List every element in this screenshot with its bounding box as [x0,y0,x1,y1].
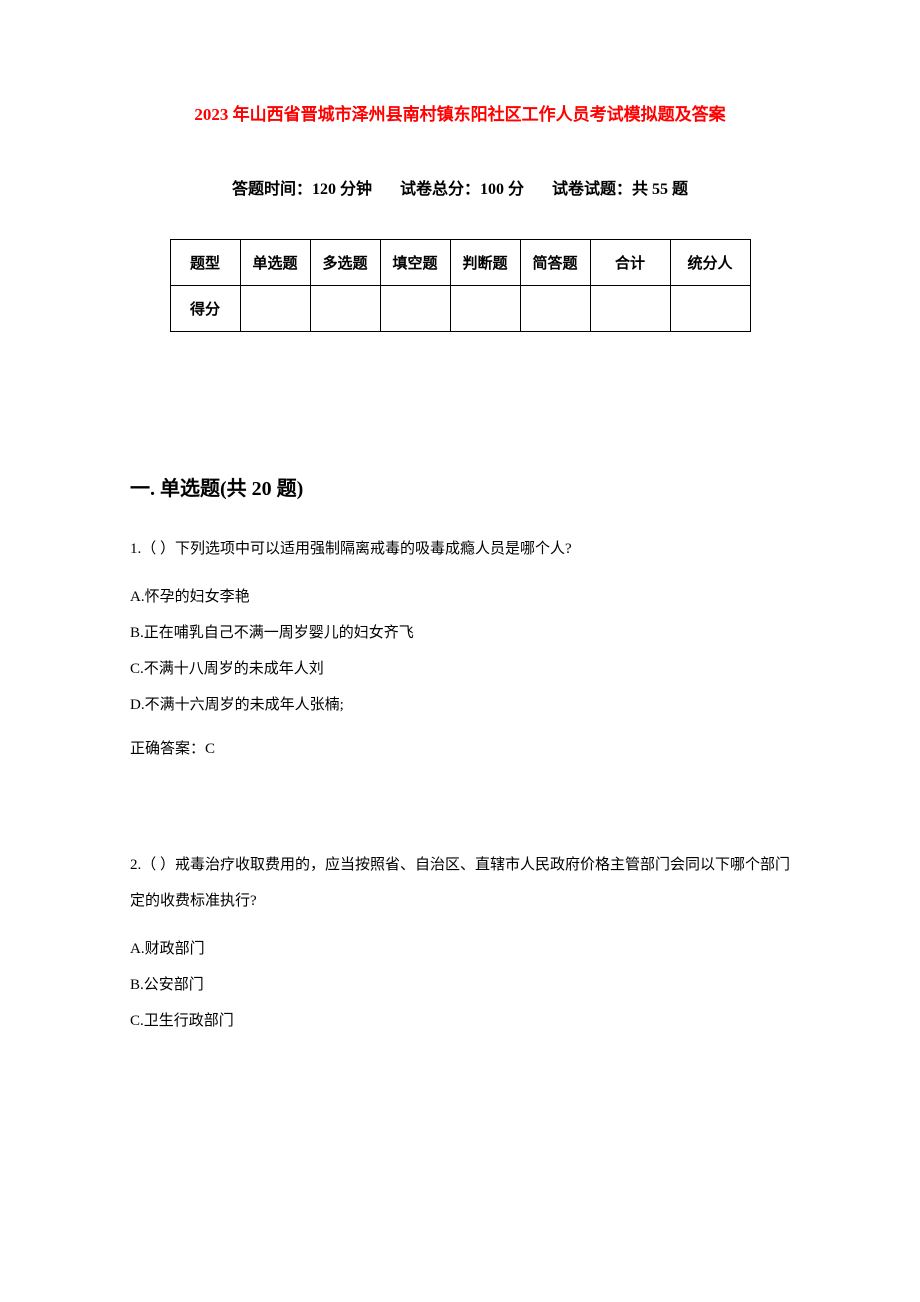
table-header-row: 题型 单选题 多选题 填空题 判断题 简答题 合计 统分人 [170,240,750,286]
exam-total-score: 试卷总分：100 分 [400,181,524,198]
exam-title: 2023 年山西省晋城市泽州县南村镇东阳社区工作人员考试模拟题及答案 [130,100,790,125]
table-header-cell: 合计 [590,240,670,286]
question-2: 2.（ ）戒毒治疗收取费用的，应当按照省、自治区、直辖市人民政府价格主管部门会同… [130,847,790,1039]
option-a: A.财政部门 [130,931,790,967]
question-1: 1.（ ）下列选项中可以适用强制隔离戒毒的吸毒成瘾人员是哪个人? A.怀孕的妇女… [130,531,790,767]
table-empty-cell [520,286,590,332]
table-header-cell: 题型 [170,240,240,286]
exam-info: 答题时间：120 分钟 试卷总分：100 分 试卷试题：共 55 题 [130,175,790,199]
options-list: A.怀孕的妇女李艳 B.正在哺乳自己不满一周岁婴儿的妇女齐飞 C.不满十八周岁的… [130,579,790,723]
table-empty-cell [240,286,310,332]
table-score-row: 得分 [170,286,750,332]
table-empty-cell [670,286,750,332]
score-table: 题型 单选题 多选题 填空题 判断题 简答题 合计 统分人 得分 [170,239,751,332]
table-header-cell: 单选题 [240,240,310,286]
section-title: 一. 单选题(共 20 题) [130,472,790,501]
table-header-cell: 多选题 [310,240,380,286]
option-a: A.怀孕的妇女李艳 [130,579,790,615]
table-empty-cell [590,286,670,332]
correct-answer: 正确答案：C [130,731,790,767]
exam-time: 答题时间：120 分钟 [232,181,372,198]
table-header-cell: 统分人 [670,240,750,286]
exam-question-count: 试卷试题：共 55 题 [552,181,688,198]
question-text: 1.（ ）下列选项中可以适用强制隔离戒毒的吸毒成瘾人员是哪个人? [130,531,790,567]
table-empty-cell [380,286,450,332]
option-d: D.不满十六周岁的未成年人张楠; [130,687,790,723]
table-empty-cell [450,286,520,332]
option-c: C.不满十八周岁的未成年人刘 [130,651,790,687]
table-header-cell: 判断题 [450,240,520,286]
question-text: 2.（ ）戒毒治疗收取费用的，应当按照省、自治区、直辖市人民政府价格主管部门会同… [130,847,790,919]
table-empty-cell [310,286,380,332]
option-b: B.公安部门 [130,967,790,1003]
table-row-label: 得分 [170,286,240,332]
table-header-cell: 简答题 [520,240,590,286]
option-c: C.卫生行政部门 [130,1003,790,1039]
table-header-cell: 填空题 [380,240,450,286]
options-list: A.财政部门 B.公安部门 C.卫生行政部门 [130,931,790,1039]
option-b: B.正在哺乳自己不满一周岁婴儿的妇女齐飞 [130,615,790,651]
